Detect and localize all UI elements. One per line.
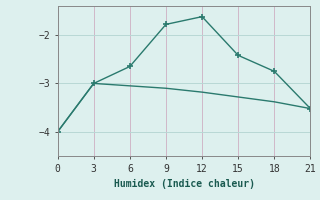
X-axis label: Humidex (Indice chaleur): Humidex (Indice chaleur) [114, 179, 254, 189]
